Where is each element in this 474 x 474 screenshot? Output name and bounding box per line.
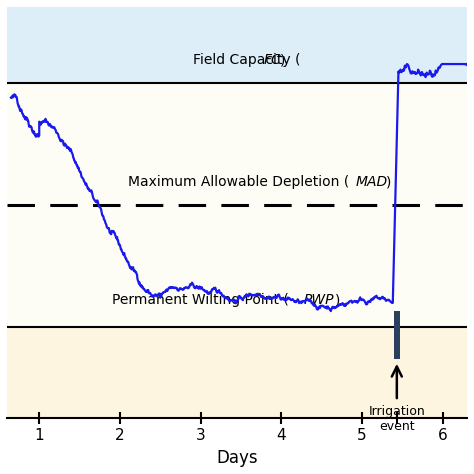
Text: Irrigation
event: Irrigation event bbox=[368, 405, 425, 433]
Text: ): ) bbox=[280, 53, 285, 67]
X-axis label: Days: Days bbox=[216, 449, 258, 467]
Bar bbox=[7, 83, 467, 327]
Bar bbox=[7, 327, 467, 418]
Text: MAD: MAD bbox=[356, 175, 388, 189]
Bar bbox=[394, 311, 400, 359]
Text: Field Capacity (: Field Capacity ( bbox=[192, 53, 300, 67]
Text: Maximum Allowable Depletion (: Maximum Allowable Depletion ( bbox=[128, 175, 349, 189]
Bar bbox=[7, 7, 467, 83]
Text: PWP: PWP bbox=[304, 293, 335, 307]
Text: ): ) bbox=[386, 175, 392, 189]
Text: ): ) bbox=[335, 293, 340, 307]
Text: Permanent Wilting Point (: Permanent Wilting Point ( bbox=[112, 293, 289, 307]
Text: FC: FC bbox=[264, 53, 282, 67]
